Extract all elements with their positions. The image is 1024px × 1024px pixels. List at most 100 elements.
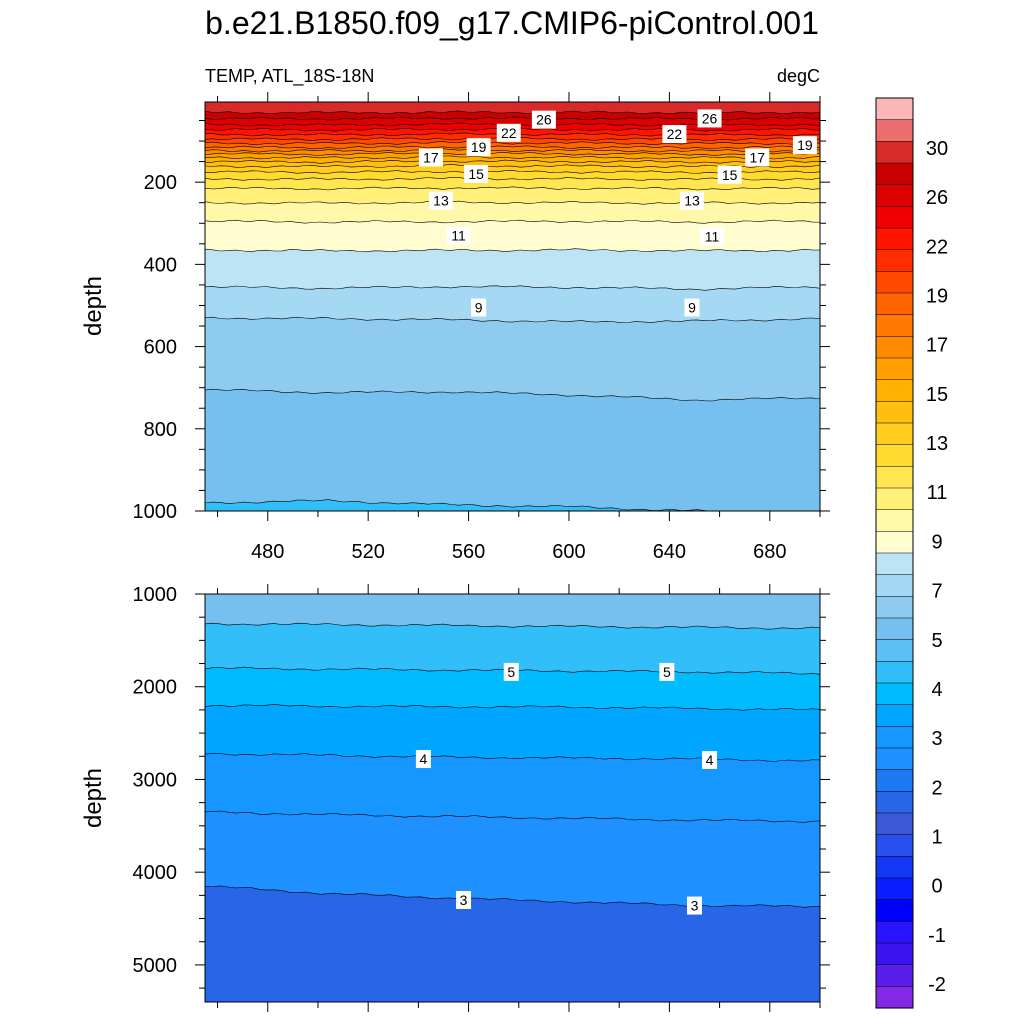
contour-label-box (659, 662, 675, 681)
contour-label-box (745, 148, 770, 167)
lower-plot-frame (204, 593, 821, 1003)
colorbar-label: 2 (931, 777, 942, 799)
contour-label-box (684, 298, 700, 317)
contour-line (205, 155, 820, 160)
colorbar-label: 30 (926, 138, 948, 160)
contour-label-box (686, 896, 702, 915)
colorbar-swatch (875, 119, 914, 142)
lower-contour-labels: 5 5 4 4 3 3 (415, 662, 718, 915)
colorbar-label: 17 (926, 335, 948, 357)
upper-contour-labels: 26 26 22 22 19 19 17 17 15 15 13 13 11 11 9 9 (418, 109, 817, 317)
lower-y-axis: 1000 2000 3000 4000 5000 (133, 584, 830, 989)
contour-label: 15 (717, 165, 742, 184)
colorbar-swatch (875, 639, 914, 662)
colorbar-label: 11 (927, 482, 948, 504)
contour-label: 4 (415, 750, 431, 769)
x-tick-label: 680 (753, 541, 786, 563)
y-tick-label: 1000 (133, 501, 178, 523)
upper-y-axis: 200 400 600 800 1000 (133, 119, 830, 523)
lower-x-axis (217, 584, 821, 1012)
contour-label: 13 (679, 191, 704, 210)
contour-label-box (446, 226, 471, 245)
contour-label-text: 3 (460, 892, 468, 908)
colorbar-label: 0 (931, 876, 942, 898)
colorbar-label: 13 (926, 433, 948, 455)
colorbar-frame (875, 97, 914, 1009)
contour-label-text: 19 (797, 137, 813, 153)
contour-label-text: 15 (722, 167, 738, 183)
contour-label-box (466, 138, 491, 157)
contour-line (205, 200, 820, 205)
x-tick-label: 520 (351, 541, 384, 563)
contour-label: 22 (496, 123, 521, 142)
y-tick-label: 400 (144, 254, 177, 276)
contour-label-text: 13 (684, 193, 700, 209)
contour-label-box (531, 110, 556, 129)
contour-label: 15 (464, 164, 489, 183)
contour-line (205, 753, 820, 762)
contour-label-box (503, 662, 519, 681)
contour-label: 5 (503, 662, 519, 681)
colorbar-swatch (875, 227, 914, 251)
contour-label-box (700, 227, 725, 246)
contour-label: 3 (456, 891, 472, 909)
colorbar-swatch (875, 184, 914, 207)
contour-line (205, 163, 820, 169)
contour-label-text: 17 (423, 149, 439, 165)
x-tick-label: 600 (552, 541, 585, 563)
colorbar-swatch (875, 921, 914, 944)
colorbar-swatch (875, 899, 914, 922)
colorbar-swatch (875, 704, 914, 727)
upper-y-axis-label: depth (80, 276, 107, 336)
colorbar-swatch (875, 574, 914, 597)
colorbar-swatch (875, 812, 914, 836)
colorbar-swatch (875, 444, 914, 467)
x-tick-label: 560 (452, 541, 485, 563)
colorbar-label: -2 (928, 974, 946, 996)
colorbar-label: 3 (931, 728, 942, 750)
colorbar-swatch (875, 379, 914, 402)
colorbar-swatch (875, 162, 914, 186)
contour-line (205, 885, 820, 908)
contour-label-box (456, 891, 472, 909)
contour-label-text: 9 (475, 300, 483, 316)
colorbar-swatch (875, 401, 914, 424)
colorbar-swatch (875, 466, 914, 489)
x-tick-label: 480 (251, 541, 284, 563)
colorbar-swatch (875, 249, 914, 272)
contour-label-box (717, 165, 742, 184)
upper-x-axis: 480 520 560 600 640 680 (217, 92, 821, 563)
colorbar-swatch (875, 964, 914, 987)
colorbar-swatch (875, 834, 914, 857)
y-tick-label: 4000 (133, 862, 178, 884)
contour-line (205, 186, 820, 191)
contour-label: 22 (662, 125, 687, 144)
contour-line (205, 177, 820, 181)
colorbar-swatch (875, 141, 914, 164)
colorbar-swatch (875, 292, 914, 316)
contour-label-box (697, 109, 722, 128)
colorbar-label: 26 (926, 187, 948, 209)
contour-band (205, 885, 820, 1002)
contour-label: 17 (418, 148, 443, 167)
colorbar-swatch (875, 206, 914, 229)
contour-label-box (464, 164, 489, 183)
lower-y-axis-label: depth (80, 768, 107, 828)
contour-label-text: 5 (507, 664, 515, 680)
colorbar-swatch (875, 596, 914, 619)
contour-line (205, 151, 820, 156)
colorbar-swatch (875, 422, 914, 446)
colorbar-swatch (875, 617, 914, 641)
contour-label-box (702, 750, 718, 769)
contour-band (205, 389, 820, 511)
contour-label: 26 (531, 110, 556, 129)
colorbar-swatch (875, 531, 914, 554)
contour-label-text: 22 (667, 126, 683, 142)
colorbar-swatch (875, 986, 914, 1009)
colorbar-label: -1 (928, 925, 946, 947)
y-tick-label: 800 (144, 419, 177, 441)
colorbar-label: 1 (931, 826, 942, 848)
contour-line (205, 285, 820, 291)
contour-label: 19 (466, 138, 491, 157)
y-tick-label: 3000 (133, 769, 178, 791)
